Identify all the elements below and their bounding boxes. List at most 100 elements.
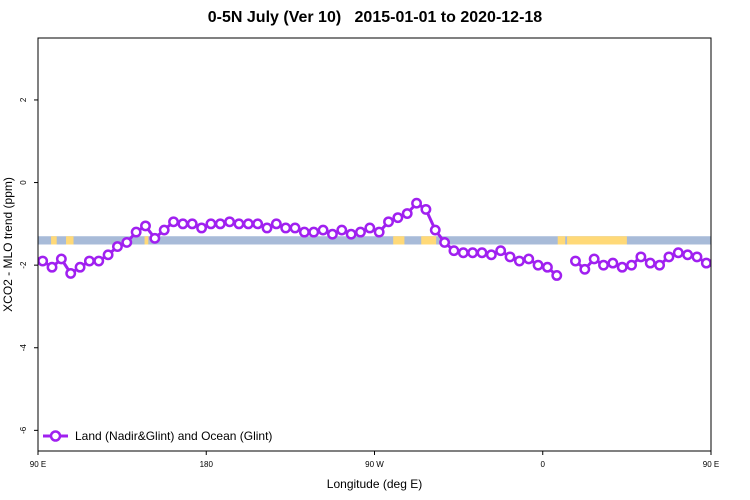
y-tick-label: -2	[19, 261, 28, 269]
data-point	[467, 247, 479, 259]
data-point	[691, 251, 703, 263]
data-point	[186, 218, 198, 230]
band-land-span-2	[144, 236, 149, 245]
band-land-span-1	[66, 236, 74, 245]
data-point	[373, 226, 385, 238]
data-point	[112, 241, 123, 253]
band-land-span-4	[421, 236, 437, 245]
legend: Land (Nadir&Glint) and Ocean (Glint)	[43, 429, 272, 443]
data-point	[46, 261, 58, 273]
data-point	[740, 269, 748, 277]
data-point	[682, 249, 694, 261]
x-tick-label: 0	[541, 460, 546, 469]
data-point	[158, 224, 170, 236]
x-axis: 90 E 180 90 W 0 90 E	[30, 451, 719, 469]
data-point	[55, 253, 67, 265]
band-land-span-6	[567, 236, 627, 245]
data-point	[457, 247, 469, 259]
data-point	[504, 251, 516, 263]
data-point	[317, 224, 329, 236]
data-point	[439, 236, 451, 248]
data-point	[513, 255, 525, 267]
data-point	[495, 245, 507, 257]
data-point	[476, 247, 488, 259]
data-point	[196, 222, 208, 234]
data-point	[420, 203, 432, 215]
data-point	[83, 255, 95, 267]
data-point	[710, 258, 711, 264]
data-point	[570, 255, 581, 267]
data-point	[551, 270, 563, 281]
data-point	[140, 220, 151, 232]
data-point	[429, 224, 441, 236]
data-point	[74, 261, 86, 273]
band-land-span-3	[393, 236, 405, 245]
data-point	[252, 218, 264, 230]
data-point	[598, 259, 609, 271]
data-point	[93, 255, 105, 267]
chart-title: 0-5N July (Ver 10) 2015-01-01 to 2020-12…	[207, 9, 543, 26]
data-point	[392, 212, 404, 224]
x-tick-label: 180	[200, 460, 214, 469]
data-point	[401, 208, 413, 219]
data-point	[345, 228, 357, 240]
data-point	[65, 267, 77, 279]
band-land-span-8	[743, 236, 750, 244]
x-tick-label: 90 E	[30, 460, 46, 469]
data-point	[579, 263, 591, 275]
x-tick-label: 90 W	[365, 460, 384, 469]
x-tick-label: 90 E	[703, 460, 719, 469]
data-point	[326, 228, 338, 240]
data-point	[541, 261, 553, 273]
data-point	[411, 197, 423, 209]
data-point	[448, 245, 460, 257]
data-point	[383, 216, 394, 228]
data-point	[607, 257, 619, 269]
data-point	[130, 226, 142, 238]
legend-label: Land (Nadir&Glint) and Ocean (Glint)	[75, 429, 272, 443]
data-point	[364, 222, 376, 234]
data-point	[121, 236, 133, 248]
x-axis-title: Longitude (deg E)	[327, 477, 422, 491]
data-point	[168, 216, 179, 228]
data-point	[635, 251, 647, 263]
data-point	[355, 226, 366, 238]
y-tick-label: 2	[19, 97, 28, 102]
data-point	[242, 218, 254, 230]
band-land-span-7	[732, 236, 738, 244]
data-point	[177, 218, 189, 230]
band-land-span-0	[51, 236, 57, 245]
data-point	[308, 226, 320, 238]
data-point	[224, 216, 236, 228]
y-tick-label: -6	[19, 426, 28, 434]
data-point	[102, 249, 114, 261]
data-point	[270, 218, 282, 230]
y-axis-title: XCO2 - MLO trend (ppm)	[1, 177, 15, 312]
data-point	[289, 222, 301, 234]
data-point	[616, 261, 628, 273]
legend-swatch-marker	[49, 430, 62, 442]
data-point	[532, 259, 544, 271]
data-point	[205, 218, 217, 230]
data-point	[336, 224, 348, 236]
data-point	[663, 251, 675, 263]
data-point	[149, 232, 161, 244]
y-axis: 2 0 -2 -4 -6	[19, 97, 38, 434]
data-point	[485, 249, 497, 261]
data-point	[644, 257, 656, 269]
y-tick-label: 0	[19, 180, 28, 185]
data-point	[721, 263, 729, 271]
data-point	[214, 218, 226, 230]
data-point	[626, 259, 637, 271]
y-tick-label: -4	[19, 344, 28, 352]
data-point	[588, 253, 600, 265]
data-point	[672, 247, 684, 259]
surface-band	[38, 236, 750, 245]
data-point	[523, 253, 535, 265]
series-layer	[38, 197, 748, 281]
data-point	[700, 257, 711, 269]
data-point	[38, 255, 49, 267]
data-point	[730, 255, 738, 263]
data-point	[233, 218, 245, 230]
